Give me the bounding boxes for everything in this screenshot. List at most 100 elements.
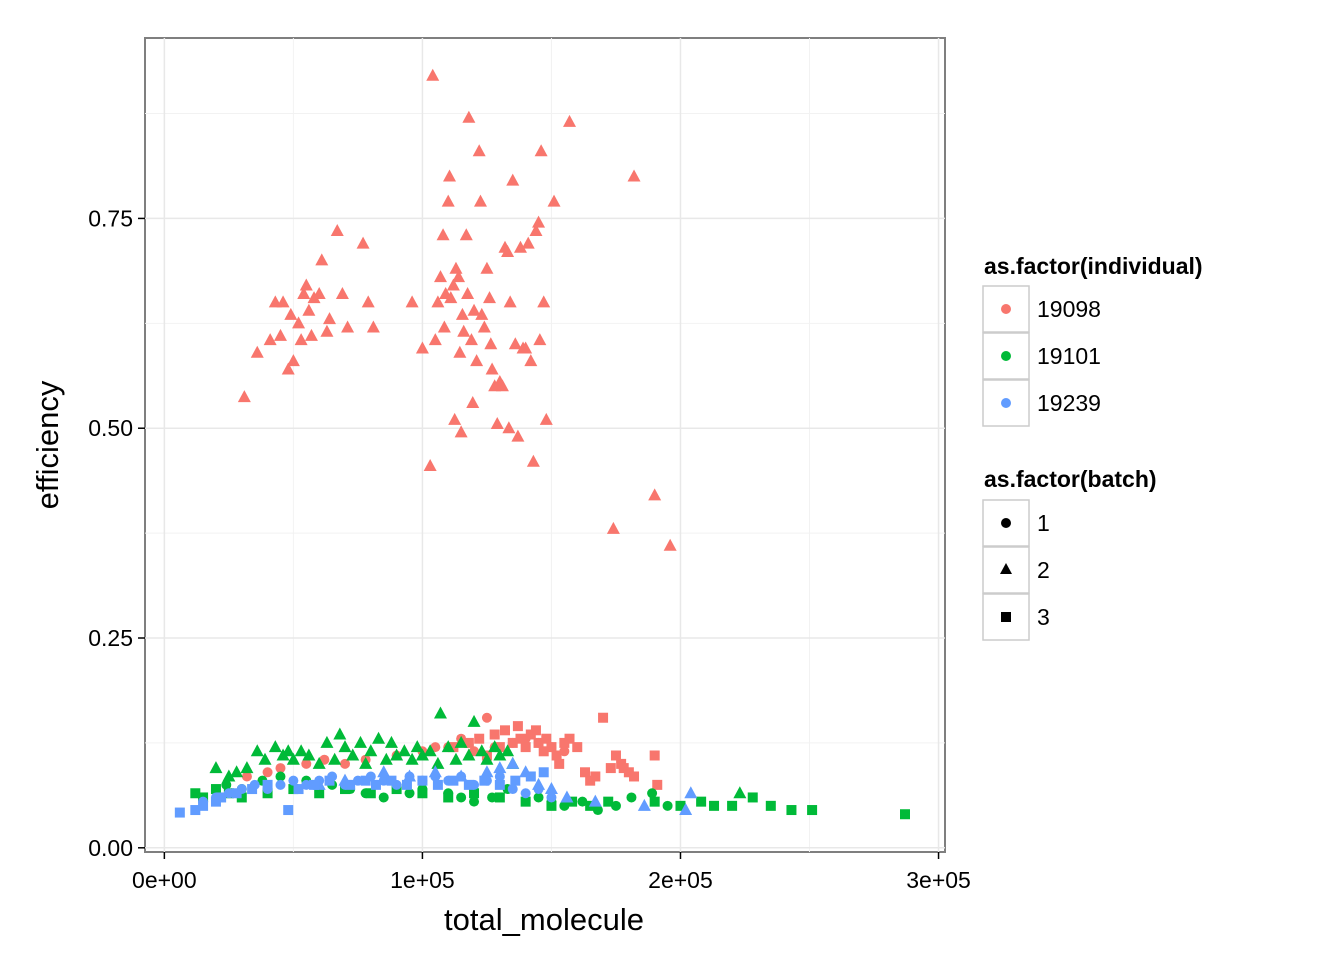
point-19098-batch-3 (559, 737, 570, 748)
point-19098-batch-3 (610, 750, 621, 761)
point-19239-batch-3 (345, 779, 356, 790)
point-19098-batch-3 (623, 767, 634, 778)
point-19098-batch-3 (546, 742, 557, 753)
point-19098-batch-3 (530, 725, 541, 736)
point-19098-batch-2 (663, 538, 677, 551)
point-19239-batch-3 (309, 779, 320, 790)
point-19098-batch-2 (281, 362, 295, 375)
point-19101-batch-2 (449, 752, 463, 765)
point-19098-batch-2 (304, 328, 318, 341)
point-19098-batch-2 (356, 236, 370, 249)
point-19098-batch-2 (457, 324, 471, 337)
point-19098-batch-2 (526, 454, 540, 467)
point-19098-batch-2 (366, 320, 380, 333)
legend-key-triangle-shape (1000, 563, 1012, 574)
point-19239-batch-3 (231, 788, 242, 799)
point-19101-batch-2 (733, 786, 747, 799)
point-19101-batch-1 (378, 792, 389, 803)
point-19098-batch-2 (302, 303, 316, 316)
point-19098-batch-2 (511, 429, 525, 442)
point-19098-batch-2 (529, 224, 543, 237)
point-19098-batch-1 (262, 767, 273, 778)
minor-gridlines (145, 38, 945, 852)
point-19101-batch-2 (258, 752, 272, 765)
point-19101-batch-2 (415, 748, 429, 761)
point-19098-batch-3 (605, 763, 616, 774)
point-19239-batch-3 (216, 792, 227, 803)
point-19101-batch-2 (338, 740, 352, 753)
point-19098-batch-2 (467, 303, 481, 316)
point-19101-batch-2 (467, 714, 481, 727)
point-19239-batch-1 (507, 784, 518, 795)
point-19239-batch-3 (293, 784, 304, 795)
point-19239-batch-2 (679, 803, 693, 816)
point-19098-batch-3 (489, 729, 500, 740)
point-19239-batch-3 (494, 779, 505, 790)
point-19098-batch-2 (315, 253, 329, 266)
point-19101-batch-3 (747, 792, 758, 803)
point-19101-batch-1 (559, 800, 570, 811)
point-19098-batch-2 (361, 295, 375, 308)
point-19101-batch-1 (487, 792, 498, 803)
point-19098-batch-2 (539, 412, 553, 425)
point-19098-batch-2 (534, 144, 548, 157)
x-axis: 0e+00 1e+05 2e+05 3e+05 (132, 852, 971, 893)
point-19098-batch-2 (453, 345, 467, 358)
point-19239-batch-3 (360, 775, 371, 786)
legend-key-square-shape (1001, 612, 1011, 622)
legend-individual: as.factor(individual) 19098 19101 19239 (982, 253, 1203, 427)
point-19101-batch-2 (397, 744, 411, 757)
point-19101-batch-2 (493, 748, 507, 761)
point-19101-batch-3 (696, 796, 707, 807)
point-19098-batch-2 (490, 417, 504, 430)
point-19098-batch-2 (428, 333, 442, 346)
point-19239-batch-3 (283, 805, 294, 816)
point-19098-batch-2 (431, 295, 445, 308)
point-19101-batch-3 (365, 788, 376, 799)
point-19101-batch-2 (240, 761, 254, 774)
point-19239-batch-3 (525, 771, 536, 782)
point-19098-batch-3 (580, 767, 590, 778)
point-19098-batch-2 (506, 173, 520, 186)
point-19098-batch-2 (521, 236, 535, 249)
point-19098-batch-1 (241, 771, 252, 782)
point-19098-batch-2 (237, 390, 251, 403)
point-19098-batch-2 (405, 295, 419, 308)
point-19098-batch-3 (520, 742, 531, 753)
point-19101-batch-1 (577, 796, 588, 807)
legend-label-19098: 19098 (1037, 296, 1101, 322)
point-19101-batch-1 (275, 771, 286, 782)
point-19098-batch-3 (564, 733, 575, 744)
point-19098-batch-2 (273, 328, 287, 341)
point-19239-batch-2 (684, 786, 698, 799)
point-19098-batch-3 (629, 771, 640, 782)
y-tick-label: 0.25 (88, 625, 133, 651)
point-19098-batch-2 (484, 337, 498, 350)
point-19101-batch-2 (281, 744, 295, 757)
point-19101-batch-2 (250, 744, 264, 757)
point-19098-batch-2 (472, 144, 486, 157)
point-19098-batch-3 (500, 725, 510, 736)
point-19101-batch-2 (286, 752, 300, 765)
point-19098-batch-2 (501, 244, 515, 257)
point-19239-batch-3 (174, 807, 185, 818)
point-19098-batch-2 (449, 261, 463, 274)
point-19098-batch-2 (502, 421, 516, 434)
point-19098-batch-2 (627, 169, 641, 182)
point-19239-batch-3 (190, 805, 201, 816)
point-19098-batch-2 (503, 295, 517, 308)
point-19098-batch-2 (462, 110, 476, 123)
point-19239-batch-3 (448, 775, 459, 786)
point-19098-batch-3 (512, 721, 523, 732)
point-19098-batch-2 (444, 291, 458, 304)
point-19239-batch-1 (520, 788, 531, 799)
point-19101-batch-2 (431, 756, 445, 769)
point-19101-batch-2 (390, 748, 404, 761)
point-19101-batch-3 (675, 800, 686, 811)
point-19098-batch-2 (441, 194, 455, 207)
point-19239-batch-2 (560, 790, 574, 803)
point-19098-batch-2 (459, 228, 473, 241)
point-19101-batch-2 (359, 756, 373, 769)
point-19098-batch-2 (473, 194, 487, 207)
point-19098-batch-2 (250, 345, 264, 358)
